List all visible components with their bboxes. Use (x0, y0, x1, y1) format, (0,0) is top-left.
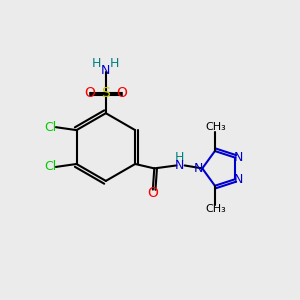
Text: N: N (194, 162, 203, 175)
Text: N: N (234, 151, 244, 164)
Text: Cl: Cl (44, 160, 57, 173)
Text: O: O (84, 85, 95, 100)
Text: O: O (117, 85, 128, 100)
Text: H: H (110, 57, 119, 70)
Text: S: S (101, 85, 110, 100)
Text: N: N (234, 172, 244, 186)
Text: H: H (92, 57, 101, 70)
Text: O: O (147, 186, 158, 200)
Text: N: N (175, 159, 184, 172)
Text: H: H (175, 151, 184, 164)
Text: CH₃: CH₃ (206, 204, 226, 214)
Text: CH₃: CH₃ (206, 122, 226, 133)
Text: Cl: Cl (44, 121, 57, 134)
Text: N: N (101, 64, 110, 77)
